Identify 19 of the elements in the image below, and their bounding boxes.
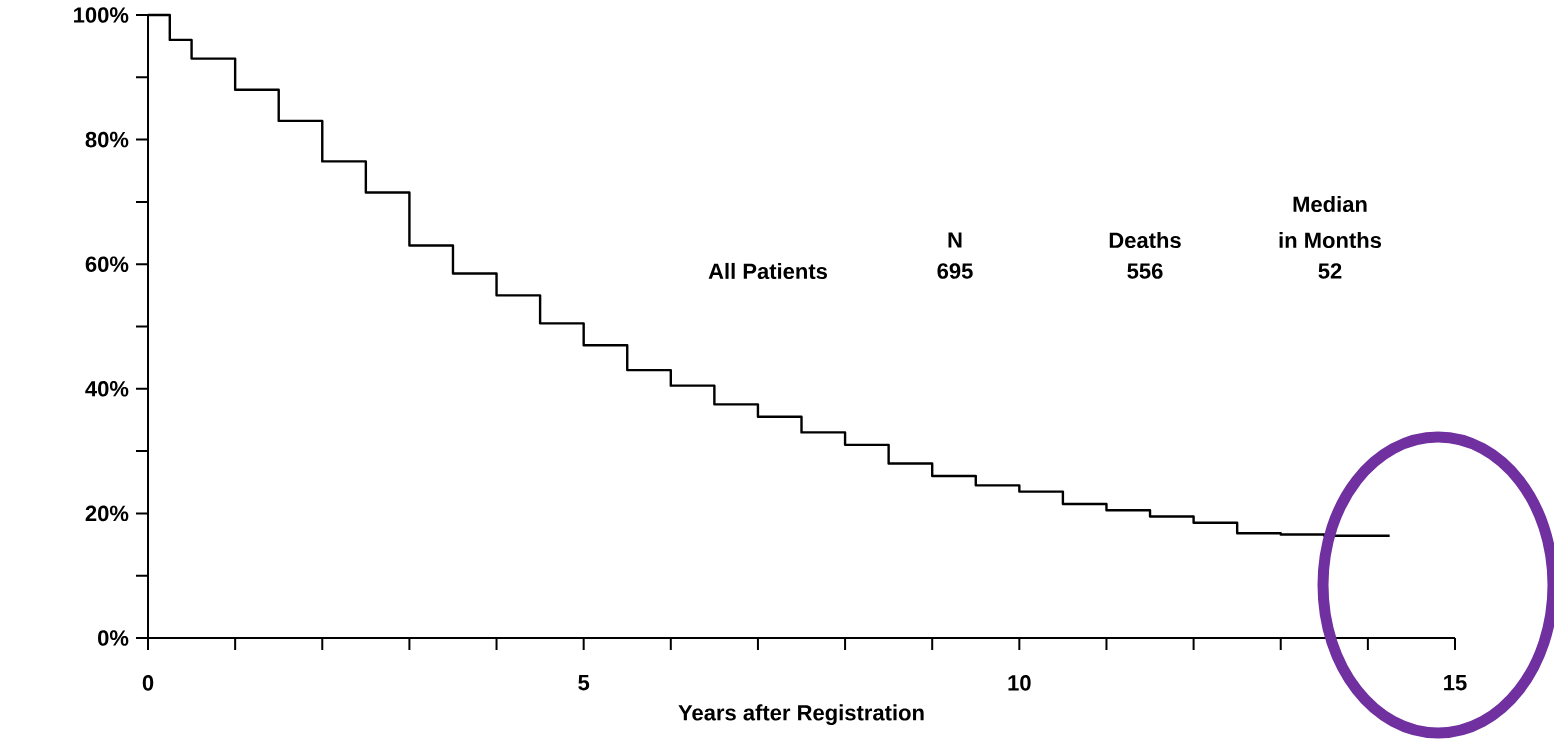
y-tick-label: 100% [74,7,129,23]
y-tick-label: 20% [85,505,129,522]
y-tick-label: 40% [85,381,129,397]
annotation: 556 [1127,263,1163,279]
x-axis-title: Years after Registration [678,704,924,725]
annotation: N [948,232,962,248]
annotation: Deaths [1109,231,1181,249]
annotation: All Patients [708,262,827,280]
y-tick-label: 80% [85,131,129,148]
annotation: 695 [937,263,973,279]
annotation: Median [1293,195,1367,213]
x-tick-label: 0 [142,675,154,691]
annotation: 52 [1318,263,1342,279]
annotation: in Months [1279,231,1382,249]
y-tick-label: 60% [85,256,129,272]
y-tick-label: 0% [98,630,129,646]
x-tick-label: 10 [1008,675,1031,691]
x-tick-label: 15 [1444,675,1467,691]
x-tick-label: 5 [578,675,590,691]
